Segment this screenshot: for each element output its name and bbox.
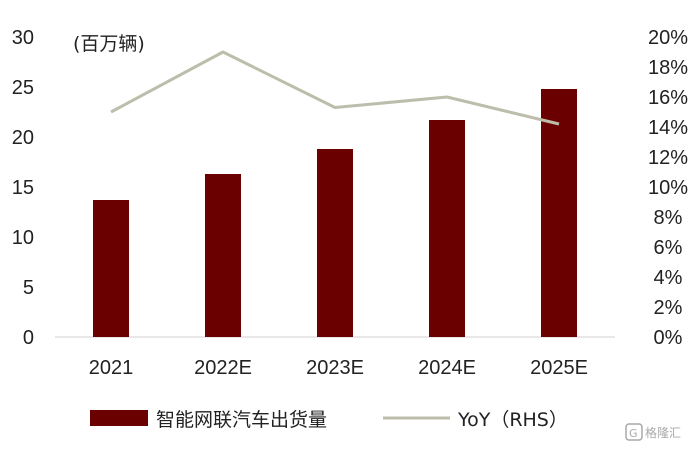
left-tick-label: 5: [23, 277, 34, 299]
x-tick-label: 2023E: [306, 357, 364, 379]
right-tick-label: 12%: [648, 147, 688, 169]
right-axis-ticks: 0% 2% 4% 6% 8% 10% 12% 14% 16% 18% 20%: [648, 27, 688, 349]
right-tick-label: 6%: [654, 237, 683, 259]
left-tick-label: 25: [12, 77, 34, 99]
left-axis-ticks: 0 5 10 15 20 25 30: [12, 27, 34, 349]
bar: [429, 120, 465, 337]
right-tick-label: 0%: [654, 327, 683, 349]
x-axis-ticks: 2021 2022E 2023E 2024E 2025E: [89, 357, 588, 379]
right-tick-label: 20%: [648, 27, 688, 49]
g-logo-icon: [625, 423, 643, 441]
x-tick-label: 2024E: [418, 357, 476, 379]
bar: [541, 89, 577, 337]
legend: 智能网联汽车出货量 YoY（RHS）: [90, 409, 568, 431]
line-series: [110, 50, 560, 126]
g-logo-letter: G: [629, 427, 638, 440]
bar: [205, 174, 241, 337]
x-tick-label: 2022E: [194, 357, 252, 379]
right-tick-label: 16%: [648, 87, 688, 109]
bar-series: [93, 89, 577, 337]
yoy-line: [110, 50, 560, 126]
bar: [93, 200, 129, 337]
bar: [317, 149, 353, 337]
right-tick-label: 18%: [648, 57, 688, 79]
legend-bar-label: 智能网联汽车出货量: [156, 409, 327, 431]
legend-bar-swatch: [90, 410, 148, 426]
right-tick-label: 4%: [654, 267, 683, 289]
right-tick-label: 10%: [648, 177, 688, 199]
left-tick-label: 30: [12, 27, 34, 49]
watermark: G 格隆汇: [625, 423, 681, 441]
left-tick-label: 0: [23, 327, 34, 349]
x-tick-label: 2025E: [530, 357, 588, 379]
right-tick-label: 2%: [654, 297, 683, 319]
left-axis-unit-label: (百万辆): [73, 33, 145, 55]
watermark-text: 格隆汇: [645, 425, 681, 440]
left-tick-label: 15: [12, 177, 34, 199]
right-tick-label: 8%: [654, 207, 683, 229]
left-tick-label: 10: [12, 227, 34, 249]
left-tick-label: 20: [12, 127, 34, 149]
x-tick-label: 2021: [89, 357, 134, 379]
legend-line-label: YoY（RHS）: [457, 409, 568, 431]
right-tick-label: 14%: [648, 117, 688, 139]
